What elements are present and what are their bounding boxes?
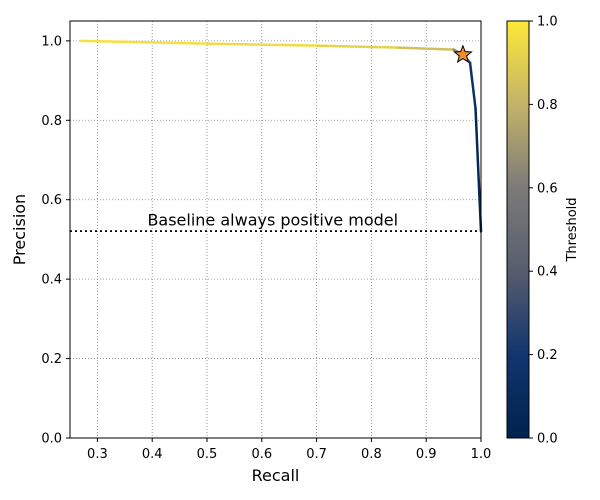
y-tick-label: 0.8	[41, 114, 62, 129]
colorbar-tick-label: 0.4	[537, 265, 558, 280]
colorbar-tick-label: 0.0	[537, 432, 558, 447]
plot-area-frame	[69, 20, 482, 439]
colorbar-tick-label: 0.8	[537, 98, 558, 113]
y-axis-label: Precision	[10, 194, 29, 265]
curve-segment	[468, 61, 477, 110]
curve-segment	[315, 44, 401, 49]
curve-segment	[205, 42, 318, 47]
x-tick-label: 0.5	[197, 447, 218, 462]
colorbar-tick-label: 0.2	[537, 348, 558, 363]
best-threshold-star-marker	[453, 44, 473, 64]
y-tick-label: 0.6	[41, 193, 62, 208]
colorbar-ticks: 0.0 0.2 0.4 0.6 0.8 1.0	[529, 15, 558, 447]
pr-curve	[79, 39, 483, 233]
curve-segment	[79, 39, 209, 45]
highlight-layer	[453, 44, 473, 64]
curve-segment	[474, 107, 483, 233]
y-tick-label: 1.0	[41, 34, 62, 49]
colorbar-label: Threshold	[565, 197, 580, 262]
x-tick-label: 0.7	[306, 447, 327, 462]
x-tick-label: 0.8	[361, 447, 382, 462]
y-tick-label: 0.0	[41, 432, 62, 447]
y-tick-label: 0.2	[41, 352, 62, 367]
colorbar	[506, 20, 530, 439]
colorbar-tick-label: 1.0	[537, 15, 558, 30]
y-axis-ticks: 0.0 0.2 0.4 0.6 0.8 1.0	[41, 34, 70, 447]
x-axis-label: Recall	[252, 466, 300, 485]
y-tick-label: 0.4	[41, 273, 62, 288]
baseline-label: Baseline always positive model	[147, 211, 398, 230]
x-tick-label: 0.3	[87, 447, 108, 462]
colorbar-tick-label: 0.6	[537, 181, 558, 196]
x-tick-label: 0.4	[142, 447, 163, 462]
x-tick-label: 0.9	[416, 447, 437, 462]
x-axis-ticks: 0.3 0.4 0.5 0.6 0.7 0.8 0.9 1.0	[87, 438, 491, 462]
curve-segment	[397, 46, 455, 51]
x-tick-label: 0.6	[251, 447, 272, 462]
x-tick-label: 1.0	[471, 447, 492, 462]
